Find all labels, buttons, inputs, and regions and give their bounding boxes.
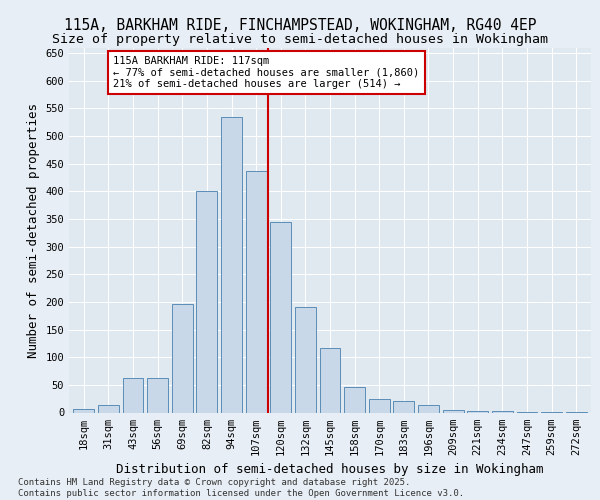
- Bar: [295, 308, 316, 412]
- Bar: [196, 192, 217, 412]
- Bar: [270, 222, 291, 412]
- Bar: [394, 402, 415, 412]
- Text: 115A BARKHAM RIDE: 117sqm
← 77% of semi-detached houses are smaller (1,860)
21% : 115A BARKHAM RIDE: 117sqm ← 77% of semi-…: [113, 56, 419, 89]
- Bar: [418, 406, 439, 412]
- Y-axis label: Number of semi-detached properties: Number of semi-detached properties: [27, 102, 40, 358]
- Bar: [73, 409, 94, 412]
- Bar: [98, 406, 119, 412]
- X-axis label: Distribution of semi-detached houses by size in Wokingham: Distribution of semi-detached houses by …: [116, 463, 544, 476]
- Bar: [221, 116, 242, 412]
- Bar: [443, 410, 464, 412]
- Bar: [172, 304, 193, 412]
- Bar: [122, 378, 143, 412]
- Bar: [245, 171, 266, 412]
- Bar: [344, 387, 365, 412]
- Text: 115A, BARKHAM RIDE, FINCHAMPSTEAD, WOKINGHAM, RG40 4EP: 115A, BARKHAM RIDE, FINCHAMPSTEAD, WOKIN…: [64, 18, 536, 32]
- Bar: [147, 378, 168, 412]
- Bar: [369, 398, 390, 412]
- Text: Size of property relative to semi-detached houses in Wokingham: Size of property relative to semi-detach…: [52, 32, 548, 46]
- Text: Contains HM Land Registry data © Crown copyright and database right 2025.
Contai: Contains HM Land Registry data © Crown c…: [18, 478, 464, 498]
- Bar: [320, 348, 340, 412]
